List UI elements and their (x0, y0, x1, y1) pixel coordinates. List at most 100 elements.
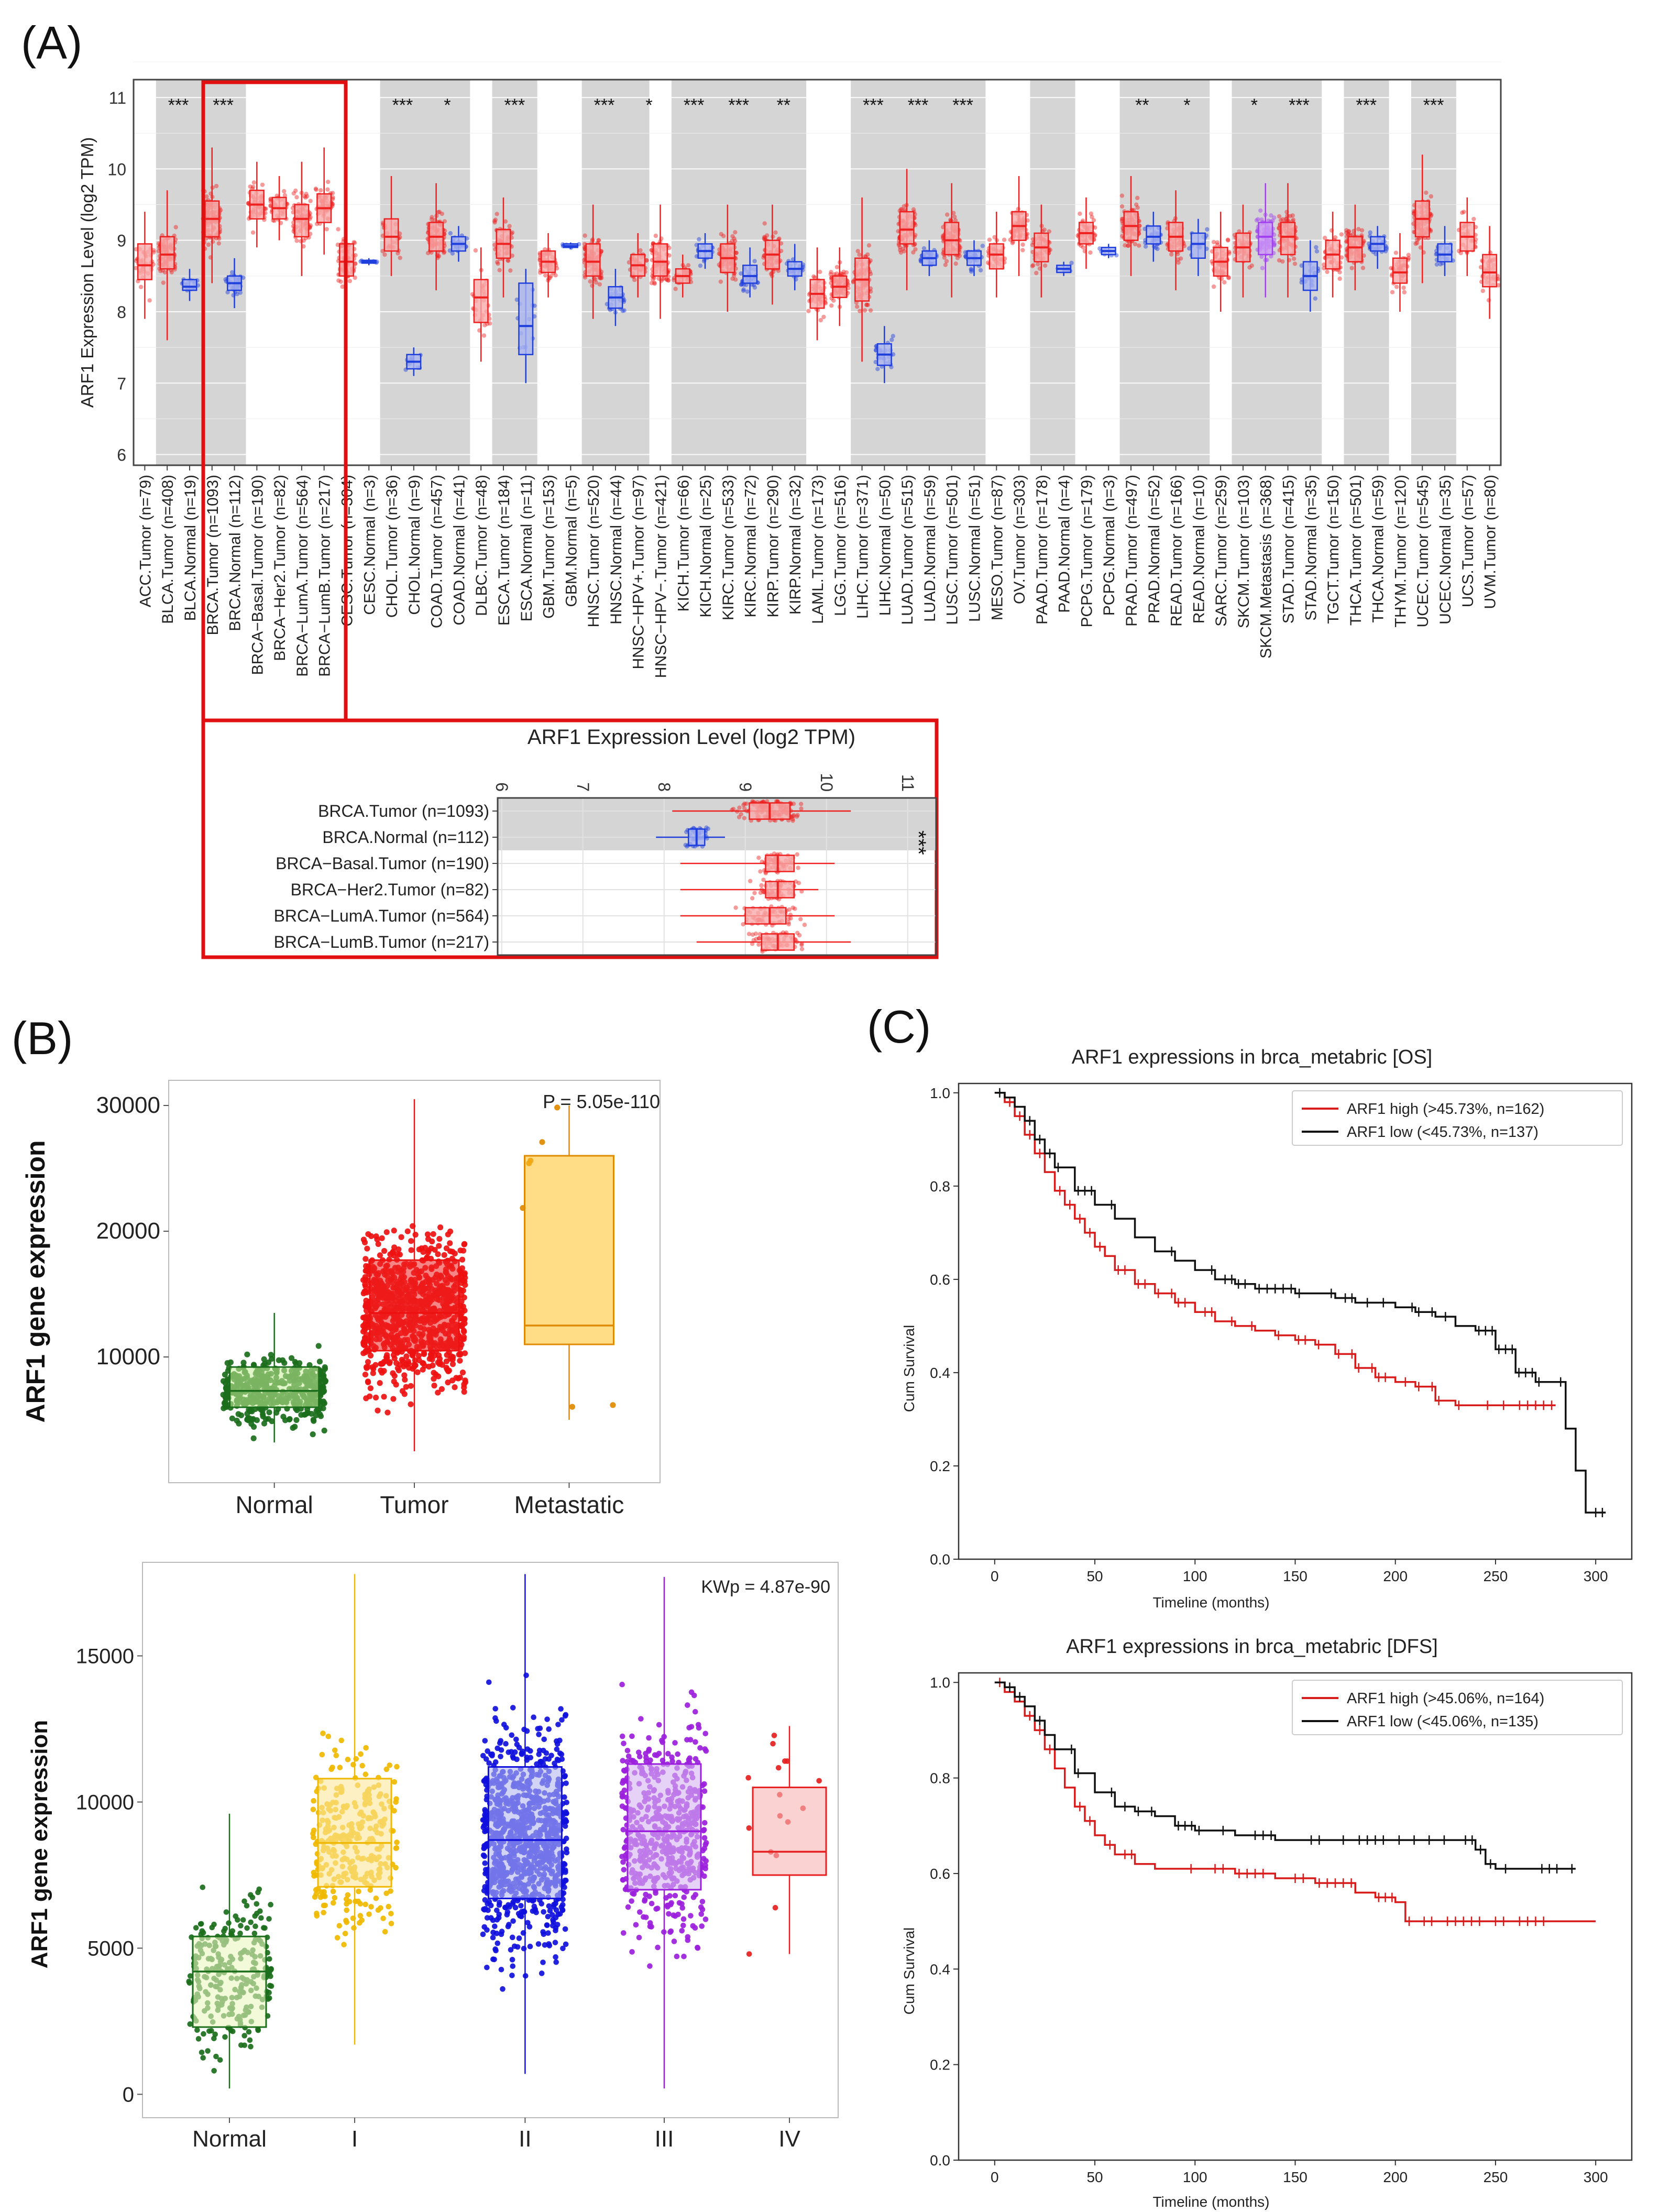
data-point (1356, 227, 1361, 232)
x-tick-label: LAML.Tumor (n=173) (809, 475, 827, 624)
data-point (622, 308, 627, 313)
data-point (251, 180, 257, 185)
data-point (596, 238, 601, 243)
data-point (335, 243, 340, 247)
data-point (461, 1388, 467, 1395)
data-point (752, 259, 757, 264)
data-point (382, 252, 387, 257)
x-tick-label: KIRC.Normal (n=72) (742, 475, 760, 618)
data-point (846, 286, 851, 291)
data-point (360, 1328, 367, 1335)
data-point (482, 323, 487, 327)
data-point (211, 239, 215, 244)
data-point (263, 206, 268, 211)
box (137, 243, 152, 280)
data-point (1119, 204, 1125, 209)
data-point (778, 241, 784, 246)
data-point (806, 309, 811, 313)
data-point (1123, 243, 1127, 248)
data-point (799, 802, 804, 806)
y-tick-label: 6 (117, 446, 126, 465)
data-point (437, 210, 442, 214)
data-point (347, 279, 353, 283)
data-point (318, 188, 323, 193)
data-point (1137, 243, 1141, 248)
data-point (431, 1383, 437, 1389)
data-point (739, 812, 743, 817)
data-point (719, 232, 723, 236)
shaded-columns (156, 80, 1456, 465)
significance-mark: *** (168, 95, 189, 115)
data-point (593, 277, 598, 282)
data-point (761, 255, 766, 260)
data-point (672, 278, 676, 282)
data-point (1486, 298, 1491, 303)
data-point (1135, 195, 1140, 201)
data-point (649, 281, 654, 286)
data-point (953, 218, 958, 223)
x-tick-label: KICH.Tumor (n=66) (675, 475, 692, 611)
box (988, 243, 1004, 270)
data-point (911, 250, 916, 255)
data-point (741, 288, 746, 293)
data-point (1034, 270, 1039, 276)
x-tick-label: UCEC.Tumor (n=545) (1414, 475, 1432, 627)
data-point (441, 1252, 447, 1258)
x-tick-label: SKCM.Tumor (n=103) (1235, 475, 1253, 628)
data-point (1256, 217, 1260, 222)
box (1146, 225, 1161, 245)
x-tick-label: BRCA−Basal.Tumor (n=190) (249, 475, 266, 675)
data-point (698, 263, 703, 268)
data-point (1135, 205, 1140, 210)
data-point (363, 1307, 370, 1314)
data-point (308, 199, 313, 203)
data-point (765, 233, 770, 238)
data-point (225, 290, 230, 294)
data-point (147, 298, 152, 303)
x-tick-label: MESO.Tumor (n=87) (988, 475, 1006, 620)
data-point (268, 1352, 274, 1358)
data-point (1089, 211, 1094, 216)
data-point (1120, 234, 1125, 238)
data-point (1424, 190, 1429, 195)
data-point (414, 1369, 421, 1375)
data-point (913, 247, 918, 252)
data-point (667, 245, 672, 250)
data-point (940, 233, 946, 238)
panel-b-label: (B) (12, 1012, 73, 1064)
data-point (473, 248, 478, 253)
data-point (384, 1409, 391, 1416)
box (1392, 257, 1408, 284)
data-point (315, 1407, 321, 1414)
data-point (752, 891, 757, 895)
box (899, 211, 915, 245)
shade-column (1142, 80, 1165, 465)
data-point (450, 251, 455, 256)
data-point (507, 224, 512, 228)
data-point (305, 194, 310, 199)
data-point (653, 233, 658, 238)
data-point (238, 290, 243, 295)
data-point (375, 1241, 381, 1247)
data-point (718, 279, 723, 284)
data-point (942, 255, 947, 260)
data-point (664, 277, 669, 282)
data-point (324, 227, 329, 232)
data-point (260, 182, 265, 187)
data-point (763, 235, 767, 240)
box (518, 282, 534, 355)
data-point (1036, 261, 1040, 267)
x-tick-label: HNSC.Tumor (n=520) (585, 475, 602, 627)
data-point (818, 317, 823, 323)
x-tick-label: CHOL.Tumor (n=36) (383, 475, 401, 618)
x-tick-label: LUSC.Normal (n=51) (966, 475, 984, 622)
significance-mark: *** (1289, 95, 1310, 115)
data-point (134, 266, 138, 270)
data-point (1480, 288, 1485, 293)
x-tick-label: PAAD.Normal (n=4) (1056, 475, 1073, 613)
data-point (216, 241, 221, 246)
data-point (445, 1379, 451, 1386)
data-point (381, 1394, 387, 1400)
data-point (1277, 258, 1282, 263)
data-point (173, 225, 178, 229)
